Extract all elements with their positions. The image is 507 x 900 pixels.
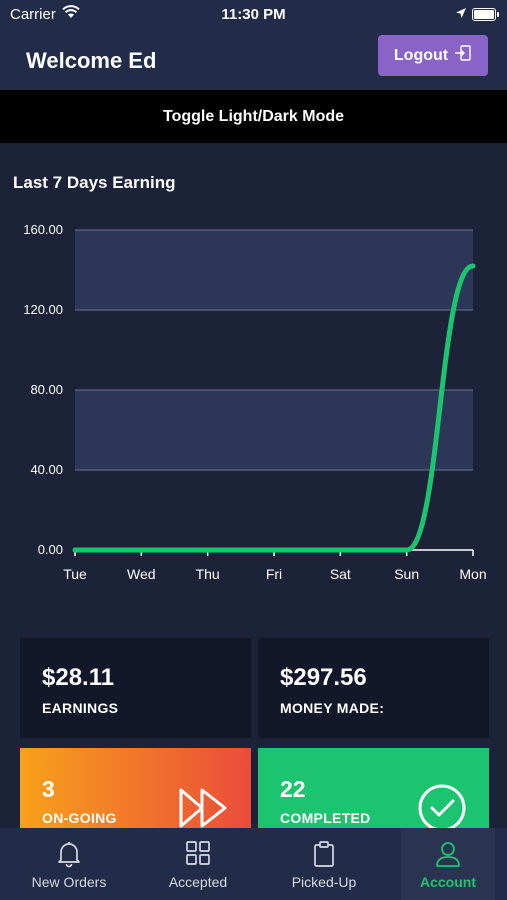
x-tick-label: Fri xyxy=(266,566,282,582)
tab-picked-up-label: Picked-Up xyxy=(291,874,357,890)
earnings-chart: 0.00 40.00 80.00 120.00 160.00 Tue Wed Thu Fri Sa… xyxy=(23,222,486,582)
tab-accepted[interactable]: Accepted xyxy=(143,828,253,900)
y-tick-label: 120.00 xyxy=(23,302,63,317)
earnings-line xyxy=(72,263,476,553)
money-made-card: $297.56 MONEY MADE: xyxy=(258,638,489,738)
completed-count: 22 xyxy=(280,776,306,802)
tab-accepted-label: Accepted xyxy=(168,874,228,890)
x-tick-label: Thu xyxy=(196,566,220,582)
logout-icon xyxy=(454,44,472,67)
user-icon xyxy=(401,840,495,870)
grid-icon xyxy=(143,840,253,870)
clock-time: 11:30 PM xyxy=(221,6,286,23)
x-tick-label: Sun xyxy=(394,566,419,582)
tab-new-orders[interactable]: New Orders xyxy=(14,828,124,900)
toggle-theme-label: Toggle Light/Dark Mode xyxy=(162,107,345,125)
toggle-theme-button[interactable]: Toggle Light/Dark Mode xyxy=(0,90,507,143)
carrier-label: Carrier xyxy=(10,6,56,23)
grid-band xyxy=(75,390,473,470)
money-made-label: MONEY MADE: xyxy=(280,700,385,716)
grid-band xyxy=(75,230,473,310)
grid-band xyxy=(75,310,473,390)
completed-label: COMPLETED xyxy=(280,810,371,826)
tab-account[interactable]: Account xyxy=(401,828,495,900)
earnings-amount: $28.11 xyxy=(42,664,115,691)
check-circle-icon xyxy=(418,784,466,832)
battery-icon xyxy=(472,8,499,21)
ongoing-count: 3 xyxy=(42,776,55,802)
earnings-label: EARNINGS xyxy=(42,700,119,716)
fast-forward-icon xyxy=(179,788,227,828)
tab-bar: New Orders Accepted Picked-Up Account xyxy=(0,828,507,900)
earnings-card: $28.11 EARNINGS xyxy=(20,638,251,738)
location-arrow-icon xyxy=(455,6,467,23)
welcome-title: Welcome Ed xyxy=(26,48,157,73)
y-tick-label: 40.00 xyxy=(30,462,63,477)
x-tick-label: Sat xyxy=(330,566,351,582)
app-header: Welcome Ed Logout xyxy=(0,28,507,90)
tab-picked-up[interactable]: Picked-Up xyxy=(269,828,379,900)
completed-tile[interactable]: 22 COMPLETED xyxy=(258,748,489,836)
tab-account-label: Account xyxy=(420,874,476,890)
y-tick-label: 160.00 xyxy=(23,222,63,237)
x-tick-label: Wed xyxy=(127,566,156,582)
ongoing-label: ON-GOING xyxy=(42,810,117,826)
x-tick-label: Tue xyxy=(63,566,87,582)
x-tick-label: Mon xyxy=(459,566,486,582)
wifi-icon xyxy=(62,5,80,23)
money-made-amount: $297.56 xyxy=(280,664,367,691)
y-tick-label: 80.00 xyxy=(30,382,63,397)
y-tick-label: 0.00 xyxy=(38,542,63,557)
logout-label: Logout xyxy=(393,46,449,64)
chart-title: Last 7 Days Earning xyxy=(13,173,176,192)
clipboard-icon xyxy=(269,840,379,870)
ongoing-tile[interactable]: 3 ON-GOING xyxy=(20,748,251,836)
status-bar: Carrier 11:30 PM xyxy=(0,0,507,28)
tab-new-orders-label: New Orders xyxy=(31,874,107,890)
bell-icon xyxy=(14,840,124,870)
logout-button[interactable]: Logout xyxy=(378,35,488,76)
grid-band xyxy=(75,470,473,550)
